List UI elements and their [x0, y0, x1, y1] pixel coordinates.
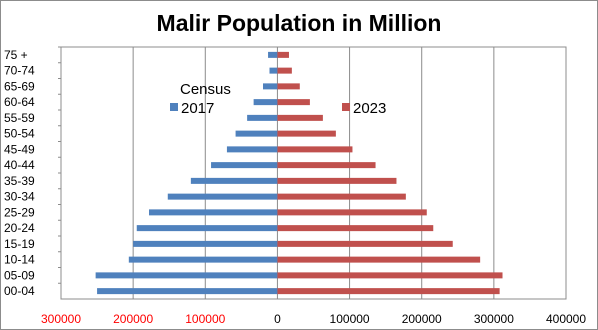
legend-label-2017: 2017: [181, 100, 214, 117]
bar-2017-15-19: [133, 240, 278, 247]
x-tick-label: 300000: [41, 312, 81, 326]
x-tick-label: 200000: [402, 312, 442, 326]
bar-2023-70-74: [277, 67, 292, 74]
bar-2017-00-04: [97, 288, 278, 295]
bar-2017-10-14: [128, 256, 278, 263]
bar-2023-25-29: [277, 209, 427, 216]
bar-2023-35-39: [277, 177, 397, 184]
bar-2023-65-69: [277, 83, 300, 90]
bar-2023-40-44: [277, 162, 376, 169]
y-tick-label: 10-14: [4, 253, 35, 267]
y-tick-label: 00-04: [4, 284, 35, 298]
bar-2017-30-34: [167, 193, 278, 200]
bar-2017-75-: [268, 51, 278, 58]
bar-2017-50-54: [235, 130, 278, 137]
y-tick-label: 50-54: [4, 127, 35, 141]
legend-swatch-2023: [342, 103, 350, 111]
y-tick-label: 40-44: [4, 158, 35, 172]
legend-swatch-2017: [170, 103, 178, 111]
legend-label-2023: 2023: [353, 100, 386, 117]
x-tick-label: 400000: [546, 312, 586, 326]
bar-2017-25-29: [149, 209, 278, 216]
bar-2017-45-49: [226, 146, 278, 153]
bar-2017-35-39: [190, 177, 278, 184]
y-tick-label: 05-09: [4, 268, 35, 282]
bar-2023-20-24: [277, 225, 434, 232]
x-tick-label: 100000: [330, 312, 370, 326]
y-tick-label: 20-24: [4, 221, 35, 235]
y-tick-label: 60-64: [4, 95, 35, 109]
y-tick-label: 30-34: [4, 190, 35, 204]
bar-2023-75-: [277, 51, 289, 58]
bar-2017-65-69: [263, 83, 278, 90]
x-tick-label: 300000: [474, 312, 514, 326]
bar-2023-55-59: [277, 114, 323, 121]
y-tick-label: 55-59: [4, 111, 35, 125]
bar-2023-50-54: [277, 130, 336, 137]
y-tick-label: 70-74: [4, 64, 35, 78]
bar-2017-05-09: [95, 272, 278, 279]
chart-title: Malir Population in Million: [156, 10, 442, 36]
x-tick-label: 100000: [185, 312, 225, 326]
bar-2017-20-24: [136, 225, 278, 232]
legend-title: Census: [180, 81, 231, 98]
bar-2017-60-64: [253, 99, 278, 106]
y-tick-label: 25-29: [4, 205, 35, 219]
y-tick-label: 75 +: [4, 48, 28, 62]
x-tick-label: 0: [274, 312, 281, 326]
x-tick-label: 200000: [113, 312, 153, 326]
y-tick-label: 45-49: [4, 142, 35, 156]
bar-2023-05-09: [277, 272, 503, 279]
bar-2017-55-59: [247, 114, 278, 121]
bar-2023-15-19: [277, 240, 453, 247]
y-tick-label: 15-19: [4, 237, 35, 251]
bar-2017-40-44: [211, 162, 278, 169]
bar-2023-60-64: [277, 99, 310, 106]
bar-2023-10-14: [277, 256, 481, 263]
y-tick-label: 35-39: [4, 174, 35, 188]
y-tick-label: 65-69: [4, 79, 35, 93]
bar-2023-45-49: [277, 146, 353, 153]
bar-2023-00-04: [277, 288, 500, 295]
bar-2023-30-34: [277, 193, 406, 200]
bar-2017-70-74: [269, 67, 278, 74]
